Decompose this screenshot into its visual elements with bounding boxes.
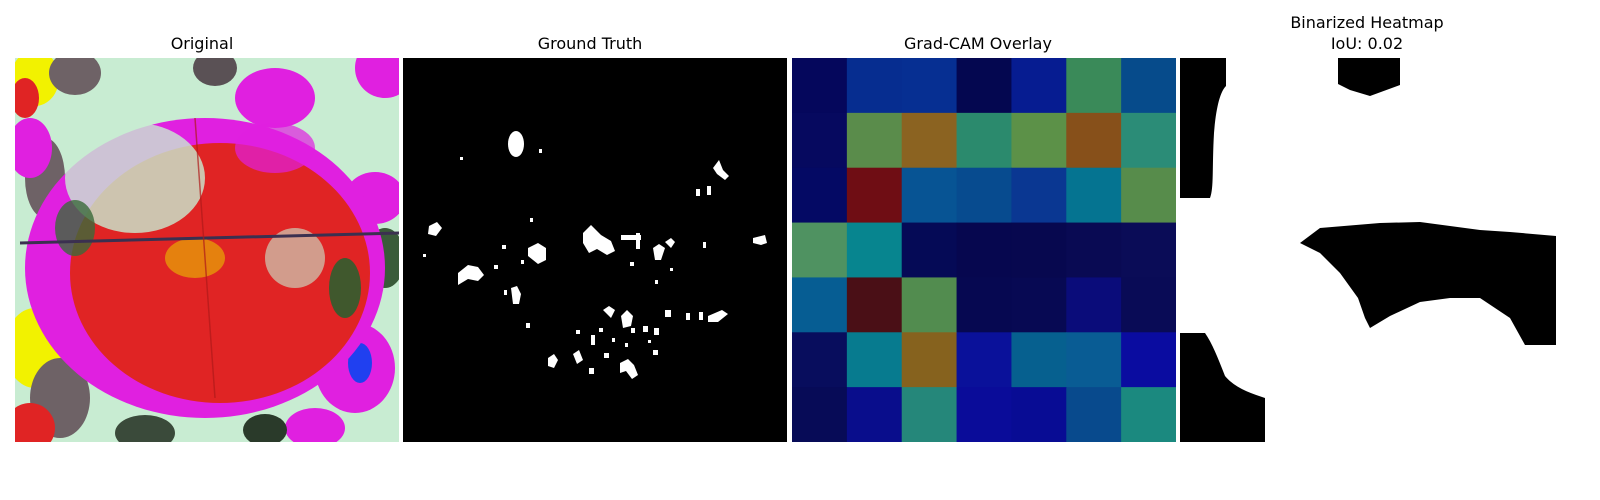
gradcam-cell [1066, 112, 1122, 169]
gradcam-cell [956, 332, 1012, 388]
gradcam-cell [1066, 277, 1122, 333]
gradcam-cell [1121, 387, 1176, 442]
gradcam-cell [901, 58, 958, 114]
gradcam-cell [1121, 332, 1176, 388]
gradcam-cell [792, 387, 848, 442]
gradcam-cell [1011, 332, 1067, 388]
gradcam-cell [846, 277, 903, 333]
gradcam-cell [1121, 277, 1176, 333]
gradcam-heatmap-grid [792, 58, 1176, 442]
original-image [15, 58, 399, 442]
gradcam-cell [901, 112, 958, 169]
gradcam-cell [1121, 222, 1176, 278]
ground-truth-mask [403, 58, 787, 442]
gradcam-cell [846, 167, 903, 224]
gradcam-cell [1066, 167, 1122, 224]
gradcam-cell [956, 387, 1012, 442]
gradcam-cell [792, 277, 848, 333]
gradcam-cell [956, 167, 1012, 224]
gradcam-cell [1121, 112, 1176, 169]
gradcam-cell [792, 167, 848, 224]
gradcam-cell [901, 167, 958, 224]
gradcam-cell [1011, 222, 1067, 278]
gradcam-cell [1066, 222, 1122, 278]
gradcam-cell [846, 387, 903, 442]
panel-subtitle-iou: IoU: 0.02 [1330, 34, 1404, 53]
panel-title-ground-truth: Ground Truth [537, 34, 643, 53]
gradcam-cell [1066, 58, 1122, 114]
panel-title-binarized-heatmap: Binarized Heatmap [1290, 13, 1444, 32]
gradcam-cell [956, 277, 1012, 333]
gradcam-cell [956, 58, 1012, 114]
gradcam-cell [901, 332, 958, 388]
gradcam-cell [901, 277, 958, 333]
gradcam-cell [1066, 332, 1122, 388]
gradcam-cell [1011, 58, 1067, 114]
gradcam-cell [1011, 167, 1067, 224]
gradcam-cell [792, 112, 848, 169]
gradcam-cell [846, 222, 903, 278]
gradcam-cell [956, 112, 1012, 169]
binarized-heatmap [1180, 58, 1564, 442]
gradcam-cell [901, 387, 958, 442]
gradcam-cell [901, 222, 958, 278]
gradcam-cell [1011, 277, 1067, 333]
panel-title-gradcam-overlay: Grad-CAM Overlay [904, 34, 1052, 53]
panel-title-original: Original [170, 34, 234, 53]
gradcam-cell [792, 58, 848, 114]
gradcam-cell [792, 332, 848, 388]
gradcam-cell [1011, 387, 1067, 442]
gradcam-cell [846, 58, 903, 114]
gradcam-cell [956, 222, 1012, 278]
gradcam-cell [846, 332, 903, 388]
gradcam-cell [1121, 58, 1176, 114]
gradcam-cell [1066, 387, 1122, 442]
gradcam-overlay [792, 58, 1176, 442]
gradcam-cell [1011, 112, 1067, 169]
gradcam-cell [792, 222, 848, 278]
gradcam-cell [846, 112, 903, 169]
gradcam-cell [1121, 167, 1176, 224]
